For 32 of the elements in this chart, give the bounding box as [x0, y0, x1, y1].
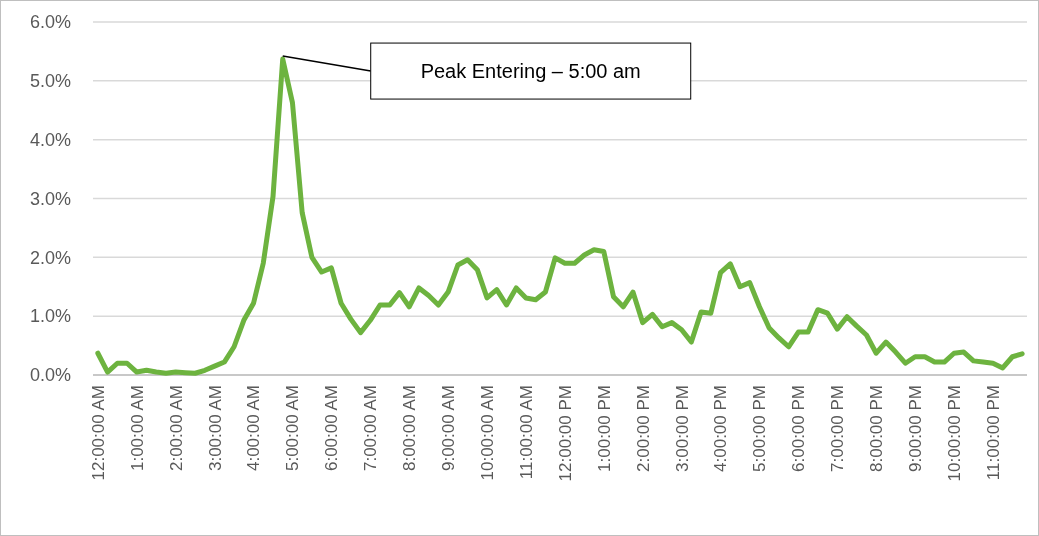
- x-tick-label: 4:00:00 AM: [244, 385, 264, 472]
- x-tick-label: 9:00:00 AM: [439, 385, 459, 472]
- x-tick-label: 12:00:00 PM: [555, 385, 575, 482]
- y-tick-label: 0.0%: [29, 365, 71, 386]
- x-tick-label: 8:00:00 AM: [400, 385, 420, 472]
- x-tick-label: 6:00:00 PM: [789, 385, 809, 472]
- x-tick-label: 5:00:00 AM: [283, 385, 303, 472]
- y-tick-label: 6.0%: [29, 12, 71, 33]
- x-tick-label: 2:00:00 PM: [633, 385, 653, 472]
- x-tick-label: 5:00:00 PM: [750, 385, 770, 472]
- x-tick-label: 11:00:00 AM: [516, 385, 536, 480]
- y-tick-label: 5.0%: [29, 71, 71, 92]
- x-tick-label: 9:00:00 PM: [906, 385, 926, 472]
- y-tick-label: 3.0%: [29, 188, 71, 209]
- x-tick-label: 11:00:00 PM: [983, 385, 1003, 481]
- y-tick-label: 1.0%: [29, 306, 71, 327]
- x-tick-label: 7:00:00 AM: [361, 385, 381, 472]
- x-tick-label: 8:00:00 PM: [867, 385, 887, 472]
- y-tick-label: 4.0%: [29, 129, 71, 150]
- y-tick-label: 2.0%: [29, 247, 71, 268]
- x-tick-label: 10:00:00 PM: [944, 385, 964, 482]
- x-tick-label: 1:00:00 AM: [127, 385, 147, 472]
- x-tick-label: 3:00:00 PM: [672, 385, 692, 472]
- annotation: Peak Entering – 5:00 am: [420, 60, 641, 83]
- x-tick-label: 10:00:00 AM: [477, 385, 497, 481]
- x-tick-label: 1:00:00 PM: [594, 385, 614, 472]
- x-tick-label: 7:00:00 PM: [828, 385, 848, 472]
- x-tick-label: 2:00:00 AM: [166, 385, 186, 472]
- x-tick-label: 12:00:00 AM: [88, 385, 108, 481]
- x-tick-label: 6:00:00 AM: [322, 385, 342, 472]
- x-tick-label: 4:00:00 PM: [711, 385, 731, 472]
- x-tick-label: 3:00:00 AM: [205, 385, 225, 472]
